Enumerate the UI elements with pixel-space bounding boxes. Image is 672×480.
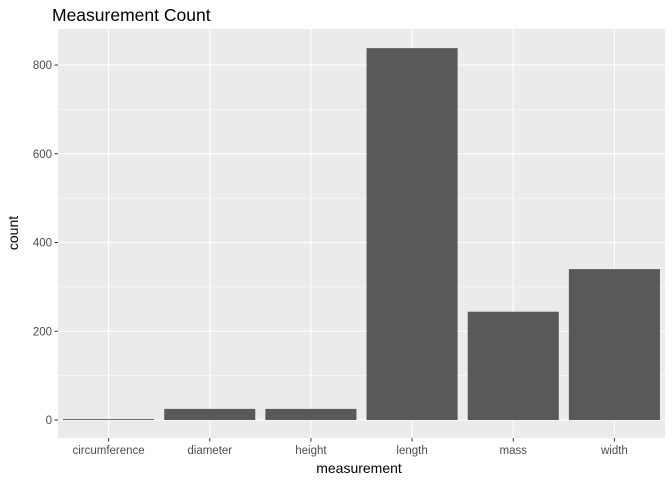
y-tick-label: 800 [33, 60, 52, 72]
x-axis-title: measurement [316, 460, 402, 476]
bar-mass [467, 311, 559, 420]
x-tick-label-length: length [396, 445, 427, 457]
chart-title: Measurement Count [52, 5, 211, 25]
y-tick-label: 200 [33, 326, 52, 338]
x-tick-label-width: width [600, 445, 628, 457]
y-tick-label: 0 [46, 415, 52, 427]
x-tick-label-diameter: diameter [187, 445, 232, 457]
bar-width [568, 269, 660, 420]
gridlines [58, 29, 665, 438]
bar-height [265, 408, 357, 420]
x-tick-label-circumference: circumference [72, 445, 144, 457]
x-axis: circumference diameter height length mass wid… [72, 438, 628, 457]
bar-circumference [63, 419, 155, 420]
plot-panel [58, 29, 665, 438]
bars [63, 48, 660, 420]
y-axis: 0 200 400 600 800 [33, 60, 58, 427]
y-tick-label: 600 [33, 149, 52, 161]
x-tick-label-height: height [295, 445, 327, 457]
x-tick-label-mass: mass [500, 445, 528, 457]
y-axis-title: count [5, 216, 21, 250]
bar-length [366, 48, 458, 420]
y-tick-label: 400 [33, 238, 52, 250]
bar-diameter [164, 408, 256, 420]
